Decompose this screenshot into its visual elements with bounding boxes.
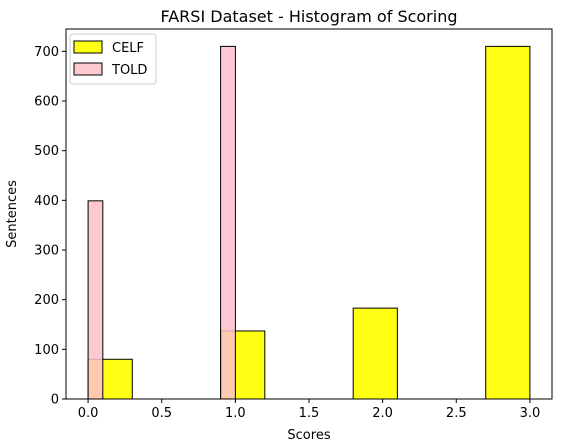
- y-tick-label: 200: [34, 293, 59, 308]
- chart-title: FARSI Dataset - Histogram of Scoring: [160, 7, 457, 26]
- y-tick-label: 300: [34, 244, 59, 259]
- x-tick-label: 1.0: [225, 406, 246, 421]
- y-tick-label: 700: [34, 45, 59, 60]
- x-tick-label: 0.5: [151, 406, 172, 421]
- y-tick-label: 100: [34, 343, 59, 358]
- x-tick-label: 2.5: [446, 406, 467, 421]
- legend-swatch-told: [73, 62, 103, 76]
- bar-celf-6: [352, 307, 398, 400]
- x-tick-label: 0.0: [78, 406, 99, 421]
- y-tick-label: 0: [51, 393, 59, 408]
- x-tick-label: 3.0: [520, 406, 541, 421]
- y-tick-label: 400: [34, 194, 59, 209]
- bar-told-1: [220, 45, 236, 400]
- x-tick-label: 2.0: [372, 406, 393, 421]
- x-tick-label: 1.5: [299, 406, 320, 421]
- legend-swatch-celf: [73, 40, 103, 54]
- x-axis-label: Scores: [287, 428, 330, 443]
- y-tick-label: 600: [34, 95, 59, 110]
- legend-label-celf: CELF: [112, 41, 144, 56]
- bar-told-0: [87, 200, 104, 400]
- y-tick-label: 500: [34, 144, 59, 159]
- bar-celf-9: [485, 45, 531, 400]
- legend-label-told: TOLD: [111, 63, 147, 78]
- y-axis-label: Sentences: [5, 180, 20, 248]
